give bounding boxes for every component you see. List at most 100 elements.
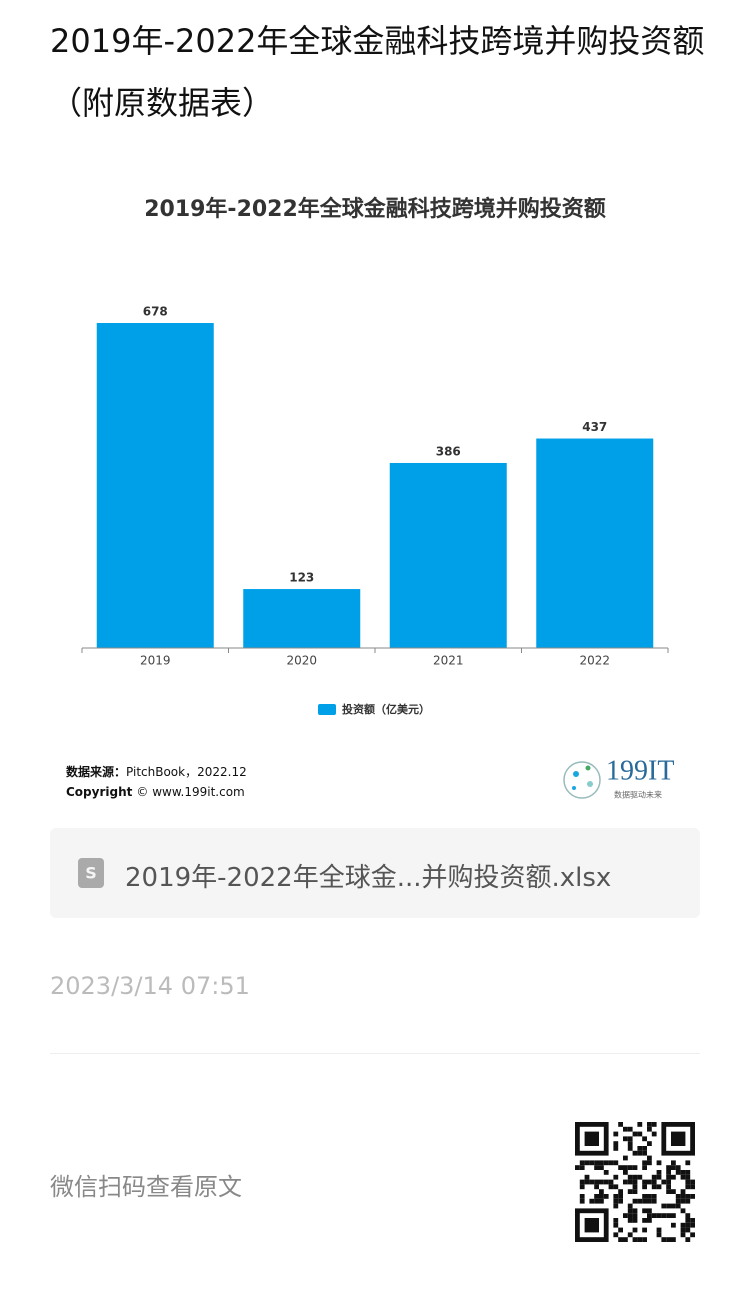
qr-cell (599, 1160, 604, 1166)
qr-cell (671, 1222, 676, 1228)
qr-cell (632, 1189, 638, 1194)
qr-cell (642, 1218, 647, 1223)
qr-cell (666, 1184, 671, 1190)
qr-cell (613, 1198, 619, 1204)
qr-cell (632, 1208, 638, 1214)
qr-cell (647, 1198, 652, 1204)
qr-cell (618, 1122, 623, 1127)
qr-cell (690, 1232, 695, 1238)
qr-cell (685, 1174, 691, 1180)
qr-cell (680, 1174, 686, 1180)
logo-mark (563, 761, 601, 799)
source-label: 数据来源：PitchBook，2022.12 (66, 764, 247, 779)
data-label: 437 (582, 420, 607, 434)
bar (389, 462, 507, 648)
qr-cell (671, 1237, 676, 1242)
qr-cell (651, 1122, 657, 1127)
copyright-label: Copyright (66, 785, 133, 799)
qr-cell (671, 1213, 676, 1218)
qr-cell (680, 1170, 686, 1175)
qr-cell (656, 1227, 662, 1233)
qr-cell (632, 1237, 638, 1242)
source: PitchBook，2022.12 (126, 765, 247, 779)
qr-cell (594, 1198, 599, 1204)
bar (96, 323, 214, 648)
qr-cell (642, 1146, 647, 1151)
qr-cell (632, 1179, 638, 1185)
qr-cell (671, 1165, 676, 1170)
attachment-card[interactable]: S (50, 828, 700, 918)
qr-finder (584, 1218, 599, 1233)
qr-cell (632, 1174, 638, 1180)
qr-cell (599, 1165, 604, 1170)
qr-cell (613, 1203, 619, 1209)
qr-cell (594, 1184, 599, 1190)
qr-cell (637, 1131, 643, 1137)
copyright-text: © www.199it.com (136, 785, 244, 799)
qr-cell (594, 1194, 599, 1199)
qr-cell (666, 1203, 671, 1209)
qr-cell (675, 1203, 681, 1209)
qr-cell (680, 1227, 686, 1233)
page-title: 2019年-2022年全球金融科技跨境并购投资额（附原数据表） (50, 22, 705, 122)
qr-cell (632, 1213, 638, 1218)
qr-cell (642, 1160, 647, 1166)
qr-cell (690, 1194, 695, 1199)
bar (536, 438, 654, 648)
qr-cell (623, 1237, 628, 1242)
qr-cell (599, 1179, 604, 1185)
publish-date: 2023/3/14 07:51 (50, 972, 250, 1000)
qr-cell (647, 1194, 652, 1199)
qr-cell (651, 1174, 657, 1180)
qr-cell (671, 1160, 676, 1166)
qr-cell (603, 1179, 609, 1185)
copyright: Copyright © www.199it.com (66, 785, 245, 799)
qr-cell (579, 1194, 585, 1199)
qr-cell (627, 1189, 633, 1194)
x-tick-label: 2022 (579, 654, 610, 668)
qr-cell (637, 1237, 643, 1242)
qr-cell (613, 1194, 619, 1199)
qr-cell (589, 1160, 595, 1166)
qr-cell (579, 1165, 585, 1170)
attachment-name[interactable]: 2019年-2022年全球金...并购投资额.xlsx (125, 863, 612, 893)
qr-cell (632, 1150, 638, 1156)
qr-cell (599, 1198, 604, 1204)
qr-cell (642, 1165, 647, 1170)
qr-cell (666, 1237, 671, 1242)
qr-cell (680, 1232, 686, 1238)
qr-cell (656, 1170, 662, 1175)
qr-cell (594, 1160, 599, 1166)
qr-cell (642, 1227, 647, 1233)
qr-cell (651, 1194, 657, 1199)
qr-cell (675, 1198, 681, 1204)
qr-cell (642, 1136, 647, 1142)
qr-cell (623, 1136, 628, 1142)
qr-cell (603, 1170, 609, 1175)
qr-cell (651, 1184, 657, 1190)
qr-cell (647, 1208, 652, 1214)
qr-cell (685, 1198, 691, 1204)
qr-cell (627, 1203, 633, 1209)
data-label: 123 (289, 571, 314, 585)
qr-cell (613, 1222, 619, 1228)
qr-cell (627, 1174, 633, 1180)
qr-cell (627, 1179, 633, 1185)
qr-cell (584, 1174, 590, 1180)
qr-cell (642, 1194, 647, 1199)
qr-cell (594, 1165, 599, 1170)
qr-cell (685, 1170, 691, 1175)
qr-cell (675, 1165, 681, 1170)
logo-ring (563, 761, 601, 799)
qr-cell (680, 1222, 686, 1228)
qr-cell (637, 1122, 643, 1127)
logo-tagline: 数据驱动未来 (614, 790, 662, 800)
qr-cell (675, 1170, 681, 1175)
qr-finder (671, 1131, 686, 1146)
chart: 2019年-2022年全球金融科技跨境并购投资额 数据来源：PitchBook，… (66, 196, 674, 800)
qr-cell (632, 1227, 638, 1233)
qr-cell (603, 1160, 609, 1166)
qr-cell (661, 1179, 667, 1185)
qr-cell (651, 1131, 657, 1137)
